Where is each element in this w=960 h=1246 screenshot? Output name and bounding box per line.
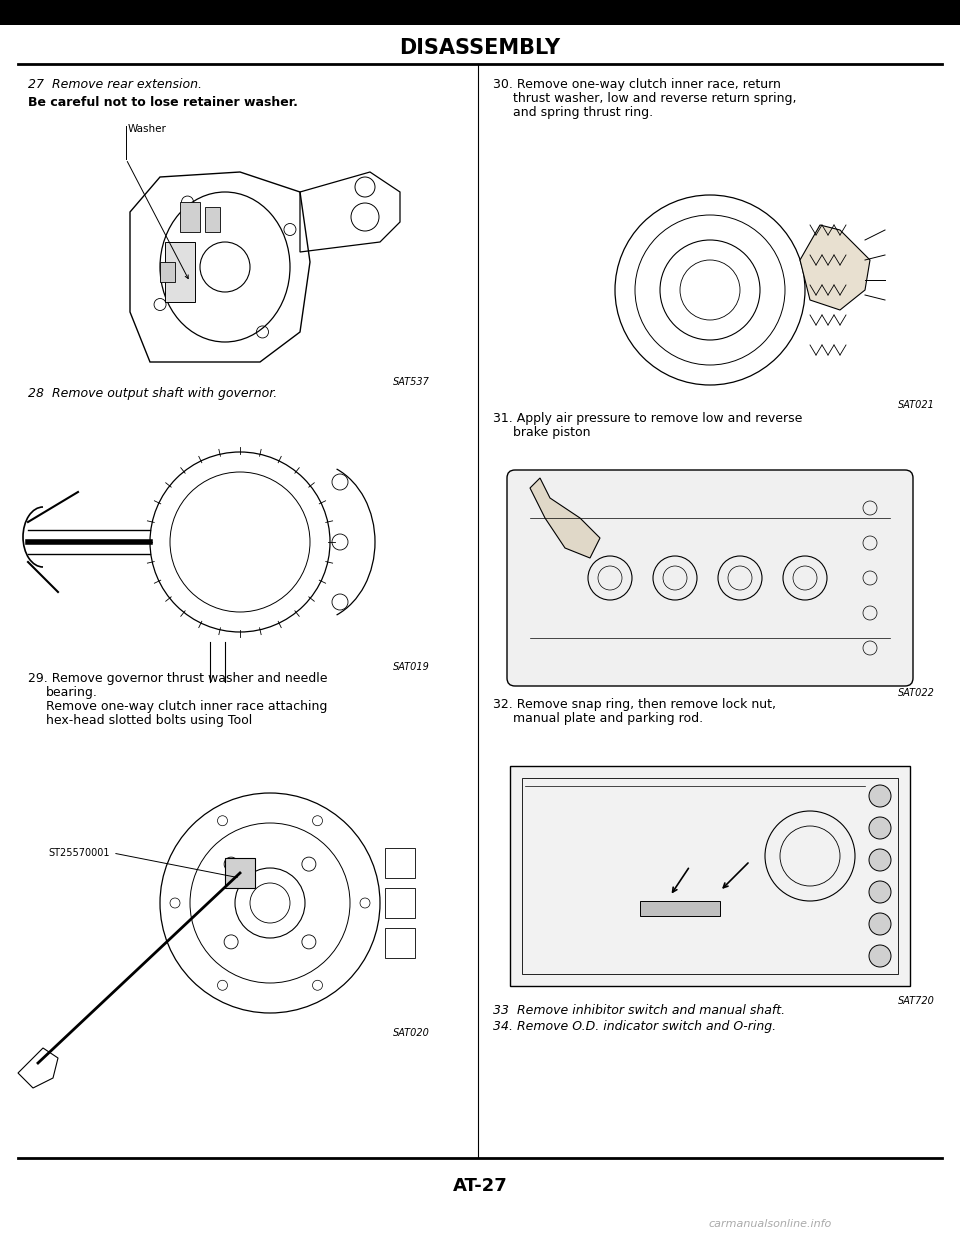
Circle shape [869,881,891,903]
Text: 27  Remove rear extension.: 27 Remove rear extension. [28,78,202,91]
Text: SAT021: SAT021 [899,400,935,410]
Text: AT-27: AT-27 [452,1177,508,1195]
Bar [385,888,415,918]
Bar [640,901,720,916]
Text: SAT020: SAT020 [394,1028,430,1038]
Text: 31. Apply air pressure to remove low and reverse: 31. Apply air pressure to remove low and… [493,412,803,425]
Text: 29. Remove governor thrust washer and needle: 29. Remove governor thrust washer and ne… [28,672,327,685]
Text: brake piston: brake piston [513,426,590,439]
FancyBboxPatch shape [507,470,913,687]
Bar [160,262,175,282]
Text: SAT537: SAT537 [394,378,430,388]
Circle shape [869,849,891,871]
Text: 30. Remove one-way clutch inner race, return: 30. Remove one-way clutch inner race, re… [493,78,780,91]
Text: ST25570001: ST25570001 [48,849,109,858]
Text: 28  Remove output shaft with governor.: 28 Remove output shaft with governor. [28,388,277,400]
Polygon shape [530,478,600,558]
Circle shape [869,785,891,807]
Text: SAT022: SAT022 [899,688,935,698]
Text: bearing.: bearing. [46,687,98,699]
Text: 33  Remove inhibitor switch and manual shaft.: 33 Remove inhibitor switch and manual sh… [493,1004,785,1017]
Text: 34. Remove O.D. indicator switch and O-ring.: 34. Remove O.D. indicator switch and O-r… [493,1020,776,1033]
Text: SAT019: SAT019 [394,662,430,672]
Text: manual plate and parking rod.: manual plate and parking rod. [513,711,703,725]
Bar [205,207,220,232]
Circle shape [869,913,891,934]
Bar [385,928,415,958]
Bar [0,0,960,25]
Text: carmanualsonline.info: carmanualsonline.info [708,1219,831,1229]
Bar [522,778,898,974]
Text: Be careful not to lose retainer washer.: Be careful not to lose retainer washer. [28,96,298,108]
Bar [385,849,415,878]
Bar [165,242,195,302]
Circle shape [869,944,891,967]
Polygon shape [800,226,870,310]
Text: and spring thrust ring.: and spring thrust ring. [513,106,653,120]
Bar [180,202,200,232]
Text: SAT720: SAT720 [899,996,935,1006]
Bar [225,858,255,888]
Text: thrust washer, low and reverse return spring,: thrust washer, low and reverse return sp… [513,92,797,105]
Text: 32. Remove snap ring, then remove lock nut,: 32. Remove snap ring, then remove lock n… [493,698,776,711]
Text: DISASSEMBLY: DISASSEMBLY [399,37,561,59]
Text: Washer: Washer [128,125,167,135]
Bar [510,766,910,986]
Text: Remove one-way clutch inner race attaching: Remove one-way clutch inner race attachi… [46,700,327,713]
Circle shape [869,817,891,839]
Text: hex-head slotted bolts using Tool: hex-head slotted bolts using Tool [46,714,252,726]
